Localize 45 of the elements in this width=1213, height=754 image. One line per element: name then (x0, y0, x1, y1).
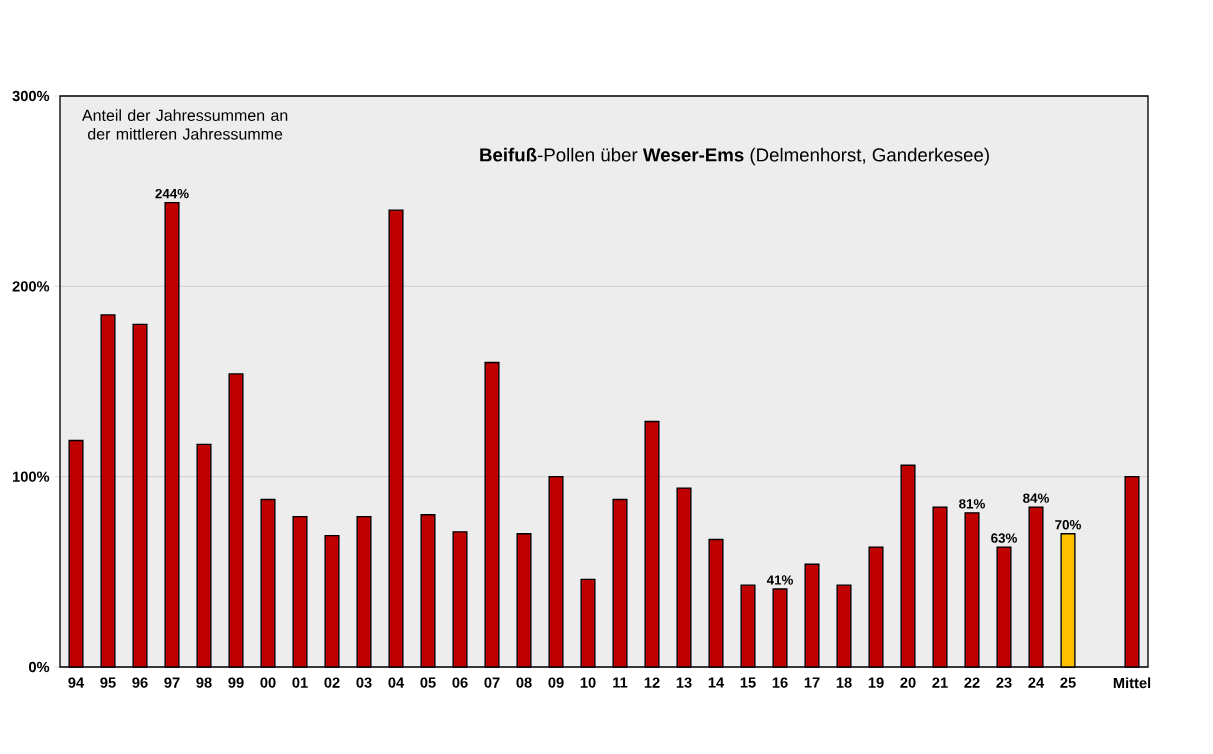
x-tick-label: 13 (676, 677, 692, 688)
x-tick-label: 12 (644, 677, 660, 688)
x-tick-label: 20 (900, 677, 916, 688)
text: Beifuß-Pollen über Weser-Ems (Delmenhorst, Ganderkesee) (480, 147, 989, 166)
x-tick-label: 18 (836, 677, 852, 688)
y-tick-label: 0% (28, 661, 50, 673)
x-tick-label: 00 (260, 677, 276, 688)
data-label: 244% (155, 188, 189, 199)
x-tick-label: 99 (228, 677, 244, 688)
x-tick-label: 01 (292, 677, 308, 688)
x-tick-label: 10 (580, 677, 596, 688)
x-tick-label: 21 (932, 677, 948, 688)
annotation: Anteil der Jahressummen an der mittleren Jahressumme (81, 109, 288, 140)
x-tick-label: 05 (420, 677, 436, 688)
x-tick-label: 04 (388, 677, 405, 688)
x-tick-label: 98 (196, 677, 212, 688)
x-tick-label: Mittel (1113, 677, 1151, 689)
data-label: 41% (766, 575, 793, 585)
data-label: 84% (1023, 493, 1049, 503)
y-tick-label: 300% (12, 90, 50, 102)
x-tick-label: 94 (68, 677, 85, 688)
x-tick-label: 19 (868, 677, 884, 688)
x-tick-label: 25 (1060, 677, 1076, 688)
x-tick-label: 24 (1028, 677, 1045, 688)
x-tick-label: 22 (964, 677, 980, 688)
x-tick-label: 09 (548, 677, 564, 688)
x-tick-label: 95 (100, 677, 116, 688)
x-tick-label: 96 (132, 677, 148, 688)
x-tick-label: 06 (452, 677, 468, 688)
x-tick-label: 11 (613, 677, 628, 688)
x-tick-label: 16 (772, 677, 788, 688)
x-tick-label: 03 (356, 677, 372, 688)
x-tick-label: 07 (484, 677, 500, 688)
y-tick-label: 100% (13, 471, 50, 482)
x-tick-label: 02 (324, 677, 340, 688)
x-tick-label: 14 (708, 677, 725, 688)
y-tick-label: 200% (12, 281, 50, 292)
x-tick-label: 23 (996, 677, 1012, 688)
data-label: 70% (1055, 520, 1081, 530)
x-tick-label: 17 (804, 677, 820, 688)
x-tick-label: 08 (516, 677, 532, 688)
data-label: 63% (991, 533, 1017, 543)
x-tick-label: 97 (164, 677, 180, 688)
x-tick-label: 15 (740, 677, 756, 688)
data-label: 81% (959, 499, 985, 509)
